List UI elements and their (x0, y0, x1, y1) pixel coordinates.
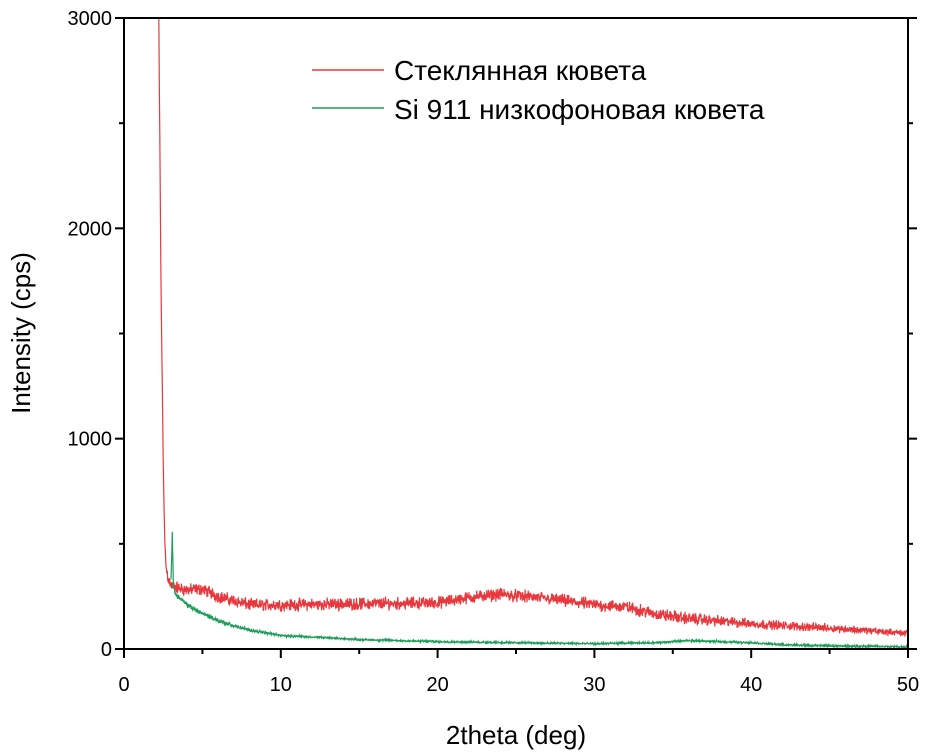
series-layer (158, 18, 908, 649)
x-tick-label: 20 (426, 674, 448, 696)
y-tick-labels: 0 1000 2000 3000 (68, 8, 113, 661)
series-line-0 (158, 18, 908, 638)
legend-label-glass: Стеклянная кювета (394, 55, 647, 86)
x-tick-labels: 0 10 20 30 40 50 (118, 674, 919, 696)
y-tick-label: 1000 (68, 429, 113, 451)
x-axis-title: 2theta (deg) (446, 720, 586, 750)
ticks-layer (115, 17, 917, 658)
x-tick-label: 40 (740, 674, 762, 696)
x-tick-label: 30 (583, 674, 605, 696)
series-line-1 (170, 531, 908, 649)
x-tick-label: 10 (270, 674, 292, 696)
legend-label-si911: Si 911 низкофоновая кювета (394, 94, 765, 125)
x-tick-label: 50 (897, 674, 919, 696)
legend: Стеклянная кювета Si 911 низкофоновая кю… (312, 55, 765, 125)
y-tick-label: 3000 (68, 8, 113, 30)
x-tick-label: 0 (118, 674, 129, 696)
y-tick-label: 0 (101, 639, 112, 661)
y-axis-title: Intensity (cps) (6, 252, 36, 414)
y-tick-label: 2000 (68, 218, 113, 240)
